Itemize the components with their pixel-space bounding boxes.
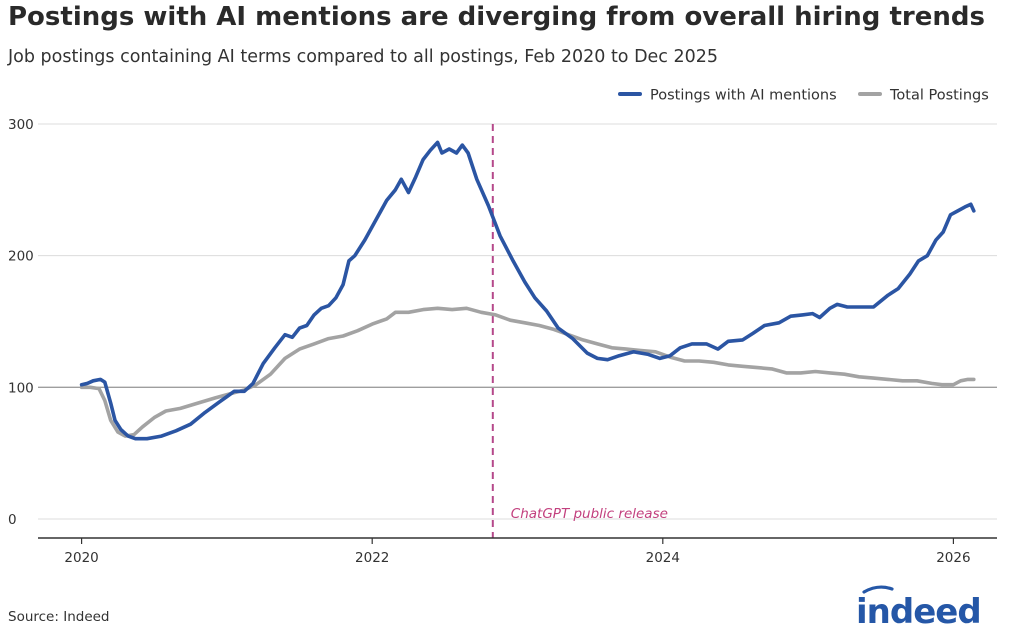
y-tick-label: 0 xyxy=(8,512,17,528)
y-tick-label: 200 xyxy=(8,249,34,265)
x-tick-label: 2022 xyxy=(355,550,389,566)
legend: Postings with AI mentions Total Postings xyxy=(618,88,989,104)
y-tick-label: 300 xyxy=(8,117,34,133)
series-line-total-postings xyxy=(79,306,976,438)
x-tick-label: 2026 xyxy=(936,550,970,566)
series-lines xyxy=(79,140,976,441)
y-tick-label: 100 xyxy=(8,380,34,396)
indeed-logo: indeed xyxy=(856,585,982,632)
chart-title: Postings with AI mentions are diverging … xyxy=(8,2,985,32)
grid-lines: 0 100 200 300 xyxy=(8,117,997,528)
chatgpt-release-label: ChatGPT public release xyxy=(511,506,668,522)
source-note: Source: Indeed xyxy=(8,609,110,625)
legend-item-total-postings: Total Postings xyxy=(858,88,989,104)
chart-subtitle: Job postings containing AI terms compare… xyxy=(8,47,719,67)
series-line-ai-mentions xyxy=(79,140,976,441)
legend-label: Postings with AI mentions xyxy=(650,88,837,104)
x-tick-label: 2024 xyxy=(646,550,680,566)
axes: 2020 2022 2024 2026 xyxy=(38,537,997,566)
legend-label: Total Postings xyxy=(889,88,989,104)
legend-item-ai-mentions: Postings with AI mentions xyxy=(618,88,837,104)
svg-text:indeed: indeed xyxy=(856,592,981,632)
x-tick-label: 2020 xyxy=(64,550,98,566)
annotation-group: ChatGPT public release xyxy=(491,124,668,538)
